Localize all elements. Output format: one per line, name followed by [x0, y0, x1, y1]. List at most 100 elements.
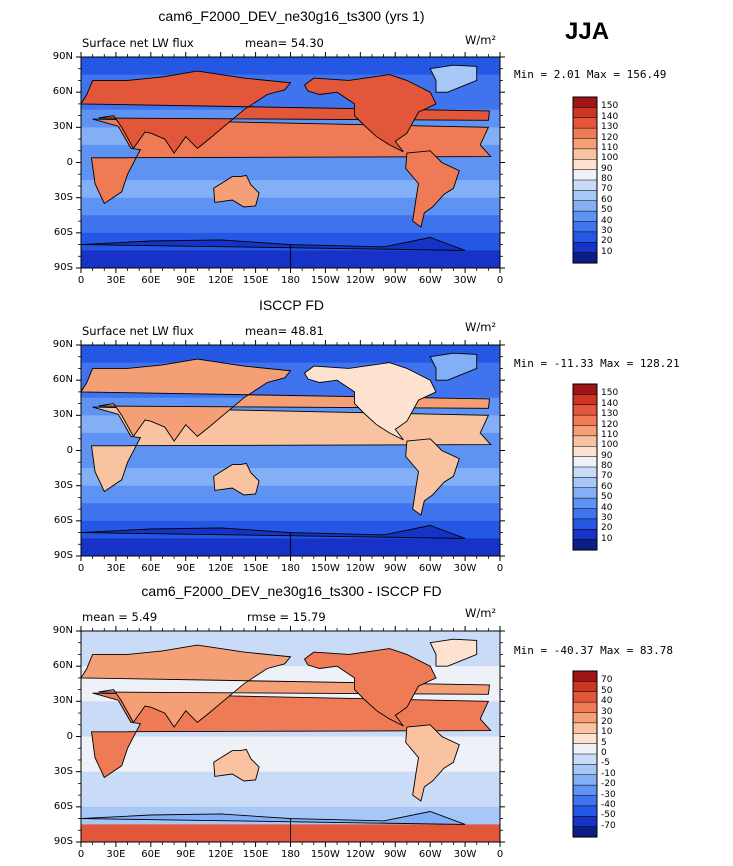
colorbar-cell	[572, 446, 598, 458]
x-tick-label: 60E	[141, 275, 161, 286]
y-tick-label: 30N	[52, 409, 73, 421]
y-tick-label: 30S	[53, 479, 73, 491]
colorbar-2	[572, 383, 598, 551]
map-field-3	[81, 631, 500, 842]
panel2-left-label: Surface net LW flux	[82, 324, 194, 338]
x-tick-label: 60E	[141, 563, 161, 574]
colorbar-level-label: 150	[601, 101, 619, 112]
x-tick-label: 0	[77, 563, 85, 574]
colorbar-cell	[572, 169, 598, 181]
panel3-title: cam6_F2000_DEV_ne30g16_ts300 - ISCCP FD	[141, 583, 442, 599]
panel1-left-label: Surface net LW flux	[82, 36, 194, 50]
x-tick-label: 150W	[310, 275, 340, 286]
land-antarctica	[81, 525, 466, 556]
colorbar-cell	[572, 497, 598, 510]
panel1-title: cam6_F2000_DEV_ne30g16_ts300 (yrs 1)	[158, 8, 425, 24]
colorbar-frame	[572, 670, 598, 838]
x-tick-label: 30W	[453, 849, 477, 860]
colorbar-level-label: 30	[601, 706, 613, 717]
colorbar-level-label: 10	[601, 533, 613, 544]
y-tick-label: 60N	[52, 374, 73, 386]
land-namerica	[303, 74, 437, 153]
colorbar-3	[572, 670, 598, 838]
x-tick-label: 120W	[345, 563, 375, 574]
colorbar-level-label: 10	[601, 246, 613, 257]
y-tick-label: 30N	[52, 695, 73, 707]
y-tick-label: 90S	[53, 836, 73, 847]
colorbar-cell	[572, 210, 598, 223]
x-tick-label: 90E	[176, 849, 196, 860]
colorbar-cell	[572, 784, 598, 797]
map-panel-1	[76, 52, 505, 273]
x-tick-label: 90E	[176, 275, 196, 286]
colorbar-level-label: -10	[601, 768, 616, 779]
x-tick-label: 30E	[106, 849, 126, 860]
colorbar-frame	[572, 383, 598, 551]
colorbar-cell	[572, 414, 598, 427]
colorbar-level-label: 140	[601, 398, 619, 409]
colorbar-level-label: 20	[601, 236, 613, 247]
y-tick-label: 30N	[52, 121, 73, 133]
x-tick-label: 150E	[242, 275, 269, 286]
field-band	[81, 345, 500, 364]
x-tick-label: 0	[496, 275, 504, 286]
colorbar-cell	[572, 435, 598, 447]
colorbar-level-label: -70	[601, 820, 616, 831]
colorbar-cell	[572, 681, 598, 693]
colorbar-level-label: -20	[601, 779, 616, 790]
x-tick-label: 0	[496, 563, 504, 574]
land-samerica	[405, 150, 460, 228]
panel3-units: W/m²	[465, 606, 497, 620]
x-tick-label: 120E	[207, 563, 234, 574]
colorbar-level-label: 40	[601, 215, 613, 226]
colorbar-level-label: 100	[601, 440, 619, 451]
colorbar-cell	[572, 466, 598, 478]
colorbar-level-label: 80	[601, 174, 613, 184]
colorbar-level-label: 90	[601, 450, 613, 461]
land-australia	[213, 748, 260, 782]
colorbar-level-label: 70	[601, 184, 613, 195]
x-tick-label: 90W	[383, 849, 407, 860]
panel2-title: ISCCP FD	[258, 297, 325, 313]
y-tick-label: 0	[66, 730, 73, 742]
colorbar-cell	[572, 774, 598, 786]
colorbar-level-label: 40	[601, 696, 613, 707]
x-tick-label: 90W	[383, 275, 407, 286]
panel3-minmax: Min = -40.37 Max = 83.78	[514, 644, 673, 657]
colorbar-cell	[572, 221, 598, 233]
colorbar-cell	[572, 138, 598, 150]
map-panel-2	[76, 340, 505, 561]
x-tick-label: 150W	[310, 563, 340, 574]
field-band	[81, 468, 500, 487]
colorbar-level-label: 5	[601, 737, 607, 748]
colorbar-cell	[572, 96, 598, 108]
colorbar-cell	[572, 159, 598, 171]
colorbar-level-label: 110	[601, 429, 619, 440]
colorbar-cell	[572, 425, 598, 437]
colorbar-cell	[572, 764, 598, 776]
x-tick-label: 60W	[418, 563, 442, 574]
colorbar-level-label: -40	[601, 799, 616, 810]
colorbar-cell	[572, 670, 598, 682]
panel2-mean-label: mean= 48.81	[245, 324, 324, 338]
colorbar-level-label: 130	[601, 409, 619, 420]
colorbar-cell	[572, 743, 598, 755]
field-band	[81, 57, 500, 76]
x-tick-label: 150E	[242, 563, 269, 574]
x-tick-label: 150E	[242, 849, 269, 860]
colorbar-level-label: 90	[601, 163, 613, 174]
colorbar-cell	[572, 529, 598, 541]
land-antarctica	[81, 237, 466, 268]
colorbar-cell	[572, 477, 598, 489]
colorbar-cell	[572, 518, 598, 530]
x-tick-label: 0	[496, 849, 504, 860]
colorbar-cell	[572, 795, 598, 807]
x-tick-label: 180	[280, 563, 301, 574]
colorbar-cell	[572, 231, 598, 243]
colorbar-level-label: 50	[601, 205, 613, 216]
x-tick-label: 120E	[207, 275, 234, 286]
land-antarctica	[81, 811, 466, 842]
colorbar-cell	[572, 190, 598, 202]
field-band	[81, 485, 500, 504]
colorbar-level-label: 50	[601, 685, 613, 696]
